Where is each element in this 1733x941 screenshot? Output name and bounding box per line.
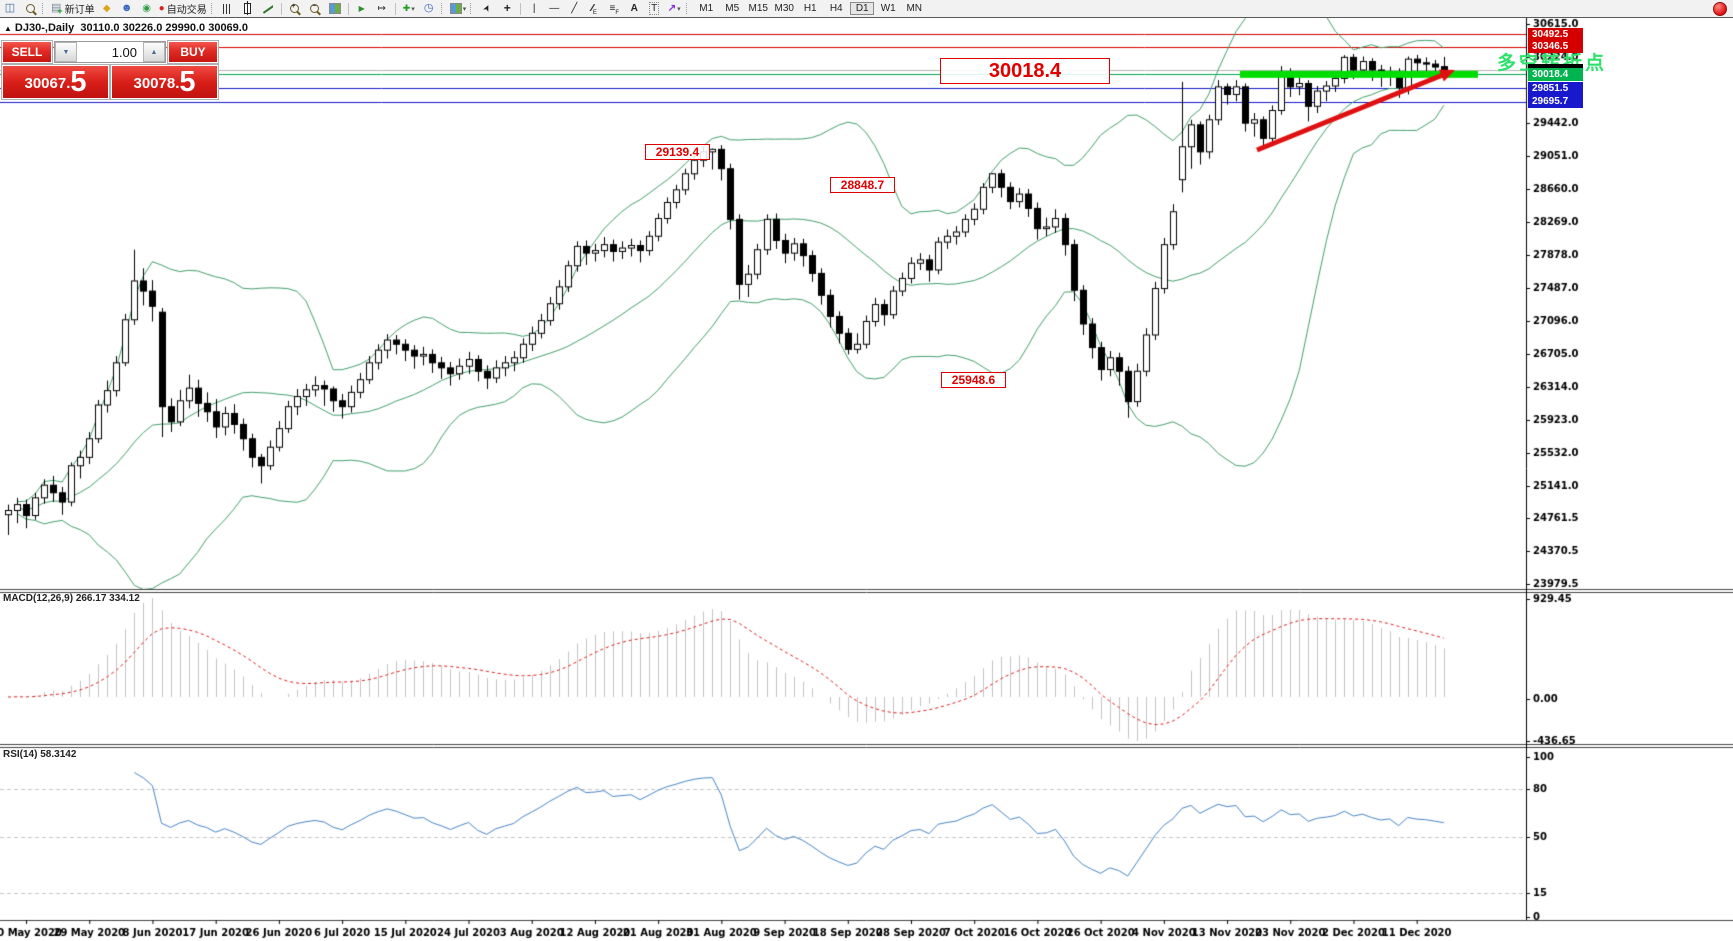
buy-price-display[interactable]: 30078. 5: [111, 65, 218, 99]
timeframe-button-w1[interactable]: W1: [880, 3, 896, 14]
trendline-icon: [571, 4, 577, 14]
one-click-trading-panel: SELL ▼ 1.00 ▲ BUY 30067. 5 30078. 5: [2, 41, 218, 99]
alerts-button[interactable]: [137, 1, 157, 16]
crosshair-tool-button[interactable]: [497, 1, 517, 16]
autotrading-label: 自动交易: [166, 5, 207, 16]
period-button[interactable]: [419, 1, 439, 16]
timeframe-button-mn[interactable]: MN: [906, 3, 923, 14]
styler-icon: [103, 4, 111, 14]
autotrading-button[interactable]: 自动交易: [157, 1, 209, 16]
toolbar-grip: [42, 3, 47, 14]
bar-chart-button[interactable]: [218, 1, 238, 16]
arrows-icon: [668, 4, 676, 14]
arrows-tool[interactable]: [664, 1, 684, 16]
sell-button[interactable]: SELL: [2, 41, 52, 63]
timeframe-button-h1[interactable]: H1: [803, 3, 817, 14]
indicators-button[interactable]: [399, 1, 419, 16]
zoom-in-button[interactable]: [285, 1, 305, 16]
autotrading-icon: [159, 4, 165, 14]
channel-sub-label: E: [592, 10, 597, 16]
candlestick-icon: [244, 1, 252, 15]
line-chart-icon: [263, 4, 273, 14]
zoom-out-icon: [310, 3, 320, 13]
horizontal-line-icon: [549, 4, 559, 14]
timeframe-button-m1[interactable]: M1: [699, 3, 714, 14]
buy-price-frac: 5: [179, 66, 196, 98]
horizontal-line-tool[interactable]: [544, 1, 564, 16]
volume-decrease-button[interactable]: ▼: [55, 42, 77, 62]
sell-price-main: 30067: [24, 75, 67, 92]
bar-chart-icon: [223, 3, 233, 14]
volume-increase-button[interactable]: ▲: [143, 42, 165, 62]
zoom-out-button[interactable]: [305, 1, 325, 16]
new-chart-icon[interactable]: [0, 1, 20, 16]
vertical-line-tool[interactable]: [524, 1, 544, 16]
chart-window-icon: [5, 3, 15, 14]
text-tool[interactable]: [624, 1, 644, 16]
status-icon[interactable]: [1713, 2, 1727, 16]
buy-price-dot: .: [175, 75, 180, 92]
crosshair-icon: [504, 3, 511, 15]
toolbar-grip: [210, 3, 216, 14]
profile-icon: [121, 3, 133, 14]
trendline-tool[interactable]: [564, 1, 584, 16]
chart-shift-icon: [378, 4, 386, 14]
separator: [520, 2, 522, 15]
text-label-icon: [649, 4, 659, 14]
candlestick-chart-button[interactable]: [238, 1, 258, 16]
zoom-window-icon[interactable]: [20, 1, 40, 16]
text-label-tool[interactable]: [644, 1, 664, 16]
channel-tool[interactable]: E: [584, 1, 604, 16]
vertical-line-icon: [533, 4, 536, 14]
separator: [394, 2, 396, 15]
sound-icon: [142, 4, 151, 14]
clock-icon: [424, 3, 434, 14]
cursor-icon: [483, 3, 491, 14]
profiles-button[interactable]: [117, 1, 137, 16]
toolbar-grip: [440, 3, 446, 14]
chart-shift-button[interactable]: [372, 1, 392, 16]
cursor-tool-button[interactable]: [477, 1, 497, 16]
toolbar-grip: [470, 3, 475, 14]
timeframe-group: M1 M5 M15 M30 H1 H4 D1 W1 MN: [693, 2, 927, 15]
sell-price-display[interactable]: 30067. 5: [2, 65, 109, 99]
tile-windows-button[interactable]: [325, 1, 345, 16]
magnifier-icon: [25, 4, 35, 13]
buy-button[interactable]: BUY: [168, 41, 218, 63]
timeframe-button-d1[interactable]: D1: [850, 2, 875, 15]
tile-windows-icon: [328, 3, 341, 14]
chart-template-dropdown[interactable]: [448, 1, 469, 16]
main-toolbar: + 新订单 自动交易 E F: [0, 0, 1733, 18]
sell-price-dot: .: [66, 75, 71, 92]
timeframe-button-h4[interactable]: H4: [829, 3, 843, 14]
volume-stepper: ▼ 1.00 ▲: [54, 41, 166, 63]
new-order-label: 新订单: [64, 5, 95, 16]
add-indicator-icon: [403, 3, 411, 14]
text-icon: [631, 4, 638, 14]
auto-scroll-icon: [359, 4, 365, 14]
new-order-button[interactable]: + 新订单: [49, 1, 97, 16]
separator: [280, 2, 282, 15]
fibonacci-tool[interactable]: F: [604, 1, 624, 16]
toolbar-grip: [686, 3, 691, 14]
fibo-sub-label: F: [615, 10, 619, 16]
template-icon: [449, 3, 462, 14]
zoom-in-icon: [290, 3, 300, 13]
timeframe-button-m30[interactable]: M30: [774, 3, 794, 14]
separator: [347, 2, 349, 15]
auto-scroll-button[interactable]: [352, 1, 372, 16]
line-chart-button[interactable]: [258, 1, 278, 16]
plus-icon: +: [57, 5, 63, 16]
styler-button[interactable]: [97, 1, 117, 16]
volume-value[interactable]: 1.00: [111, 44, 137, 60]
timeframe-button-m15[interactable]: M15: [748, 3, 768, 14]
timeframe-button-m5[interactable]: M5: [725, 3, 740, 14]
sell-price-frac: 5: [70, 66, 87, 98]
buy-price-main: 30078: [133, 75, 176, 92]
